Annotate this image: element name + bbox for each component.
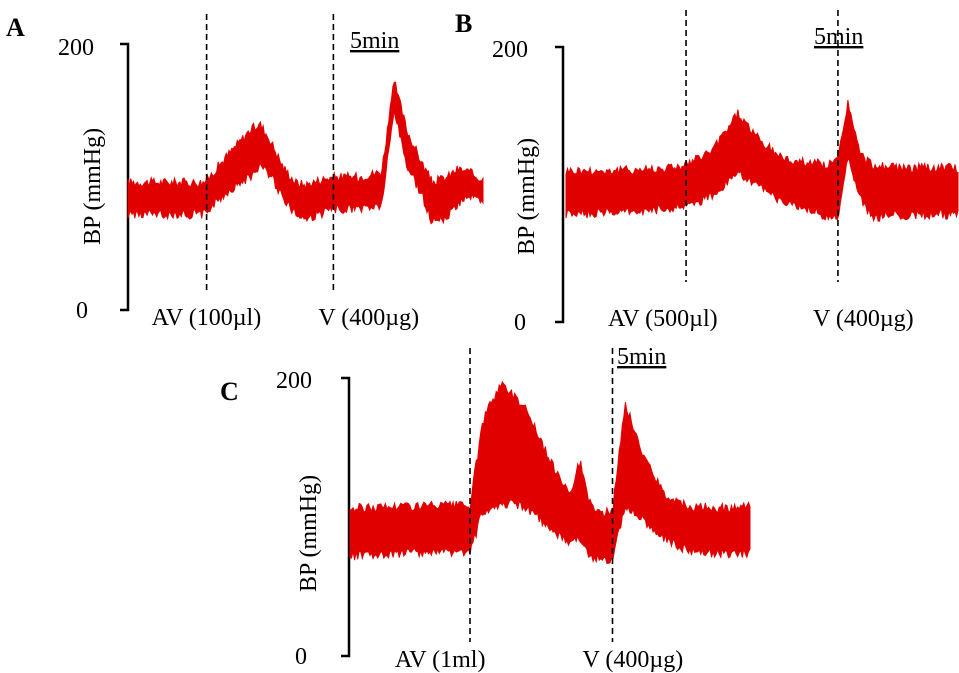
event-label: AV (500µl) xyxy=(608,306,718,332)
panel-letter: B xyxy=(455,9,472,38)
y-axis-label: BP (mmHg) xyxy=(514,138,540,255)
y-tick-bottom: 0 xyxy=(295,644,307,670)
y-tick-top: 200 xyxy=(492,37,528,63)
scale-bar-label: 5min xyxy=(814,24,863,50)
panel-a: A 200 0 BP (mmHg) AV (100µl) V (400µg) 5m… xyxy=(6,13,484,331)
bp-signal-band xyxy=(127,81,484,225)
y-tick-top: 200 xyxy=(58,35,94,61)
bp-signal-band xyxy=(565,100,959,223)
y-axis xyxy=(120,42,130,312)
scale-bar-label: 5min xyxy=(617,344,666,370)
bp-signal-band xyxy=(349,380,751,564)
event-markers: AV (100µl) V (400µg) xyxy=(152,14,419,331)
event-markers: AV (500µl) V (400µg) xyxy=(608,10,914,332)
panel-b: B 200 0 BP (mmHg) AV (500µl) V (400µg) 5m… xyxy=(455,9,959,336)
panel-letter: C xyxy=(220,377,239,406)
bp-trace xyxy=(349,380,751,564)
y-axis-label: BP (mmHg) xyxy=(296,475,322,592)
scale-bar-label: 5min xyxy=(350,28,399,54)
bp-trace xyxy=(127,81,484,225)
event-label: V (400µg) xyxy=(318,305,419,331)
event-label: V (400µg) xyxy=(813,306,914,332)
event-label: AV (1ml) xyxy=(395,647,485,673)
panel-letter: A xyxy=(6,13,25,42)
y-tick-top: 200 xyxy=(276,368,312,394)
y-axis xyxy=(341,376,351,658)
y-axis xyxy=(555,45,565,324)
y-tick-bottom: 0 xyxy=(514,310,526,336)
y-axis-label: BP (mmHg) xyxy=(80,128,106,245)
y-tick-bottom: 0 xyxy=(76,298,88,324)
event-markers: AV (1ml) V (400µg) xyxy=(395,348,683,673)
event-label: AV (100µl) xyxy=(152,305,262,331)
panel-c: C 200 0 BP (mmHg) AV (1ml) V (400µg) 5min xyxy=(220,344,751,673)
event-label: V (400µg) xyxy=(583,647,684,673)
bp-trace xyxy=(565,100,959,223)
